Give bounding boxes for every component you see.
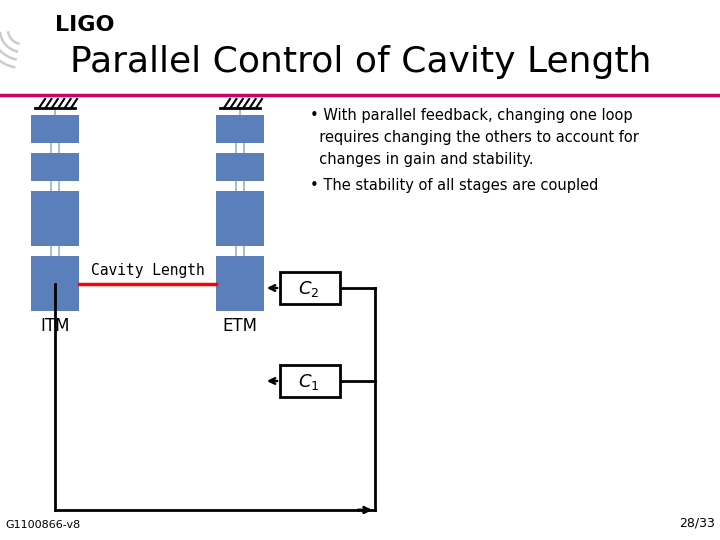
Text: Parallel Control of Cavity Length: Parallel Control of Cavity Length <box>70 45 652 79</box>
Bar <box>31 191 79 246</box>
Text: $C_1$: $C_1$ <box>298 372 320 392</box>
Bar <box>31 153 79 181</box>
Bar <box>216 256 264 311</box>
Bar <box>216 191 264 246</box>
Bar <box>216 115 264 143</box>
Text: $C_2$: $C_2$ <box>298 279 320 299</box>
Text: • The stability of all stages are coupled: • The stability of all stages are couple… <box>310 178 598 193</box>
Bar <box>31 256 79 311</box>
Text: • With parallel feedback, changing one loop
  requires changing the others to ac: • With parallel feedback, changing one l… <box>310 108 639 167</box>
Text: Cavity Length: Cavity Length <box>91 262 204 278</box>
Text: ITM: ITM <box>40 317 70 335</box>
Text: LIGO: LIGO <box>55 15 114 35</box>
Bar <box>280 365 340 397</box>
Text: ETM: ETM <box>222 317 258 335</box>
Text: G1100866-v8: G1100866-v8 <box>5 520 80 530</box>
Text: 28/33: 28/33 <box>679 517 715 530</box>
Bar <box>280 272 340 304</box>
Bar <box>216 153 264 181</box>
Bar <box>31 115 79 143</box>
